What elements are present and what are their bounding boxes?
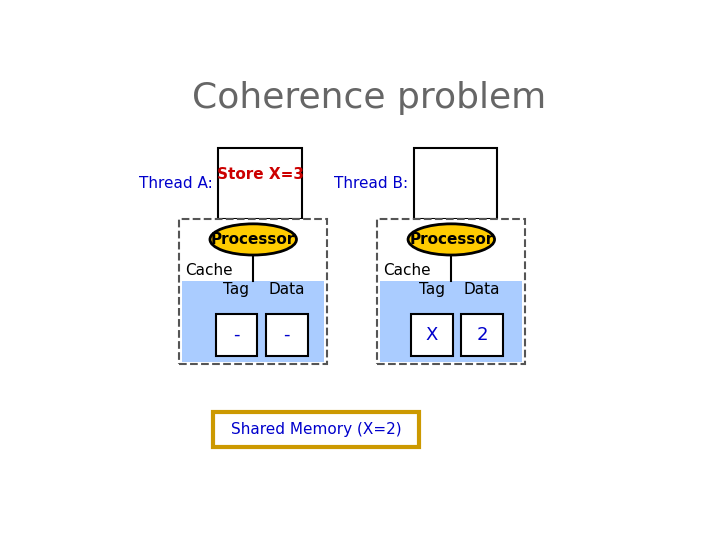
Text: Tag: Tag (223, 282, 249, 297)
Bar (179, 219, 327, 364)
Text: X: X (426, 326, 438, 344)
Text: 2: 2 (476, 326, 487, 344)
Bar (380, 281, 523, 362)
Text: Data: Data (464, 282, 500, 297)
Text: -: - (284, 326, 290, 344)
Ellipse shape (210, 224, 297, 255)
Bar (377, 219, 526, 364)
Ellipse shape (408, 224, 495, 255)
Text: Tag: Tag (419, 282, 445, 297)
Bar (266, 314, 307, 356)
Text: Processor: Processor (211, 232, 295, 247)
Text: Shared Memory (X=2): Shared Memory (X=2) (230, 422, 401, 437)
Bar (413, 148, 498, 219)
Bar (182, 281, 324, 362)
Text: Thread B:: Thread B: (334, 176, 408, 191)
Bar (213, 412, 419, 447)
Bar (461, 314, 503, 356)
Text: Data: Data (269, 282, 305, 297)
Text: Cache: Cache (383, 263, 431, 278)
Bar (218, 148, 302, 219)
Text: Store X=3: Store X=3 (217, 167, 304, 183)
Text: -: - (233, 326, 240, 344)
Text: Coherence problem: Coherence problem (192, 81, 546, 115)
Bar (215, 314, 258, 356)
Text: Processor: Processor (409, 232, 493, 247)
Bar (411, 314, 453, 356)
Text: Thread A:: Thread A: (139, 176, 213, 191)
Text: Cache: Cache (185, 263, 233, 278)
